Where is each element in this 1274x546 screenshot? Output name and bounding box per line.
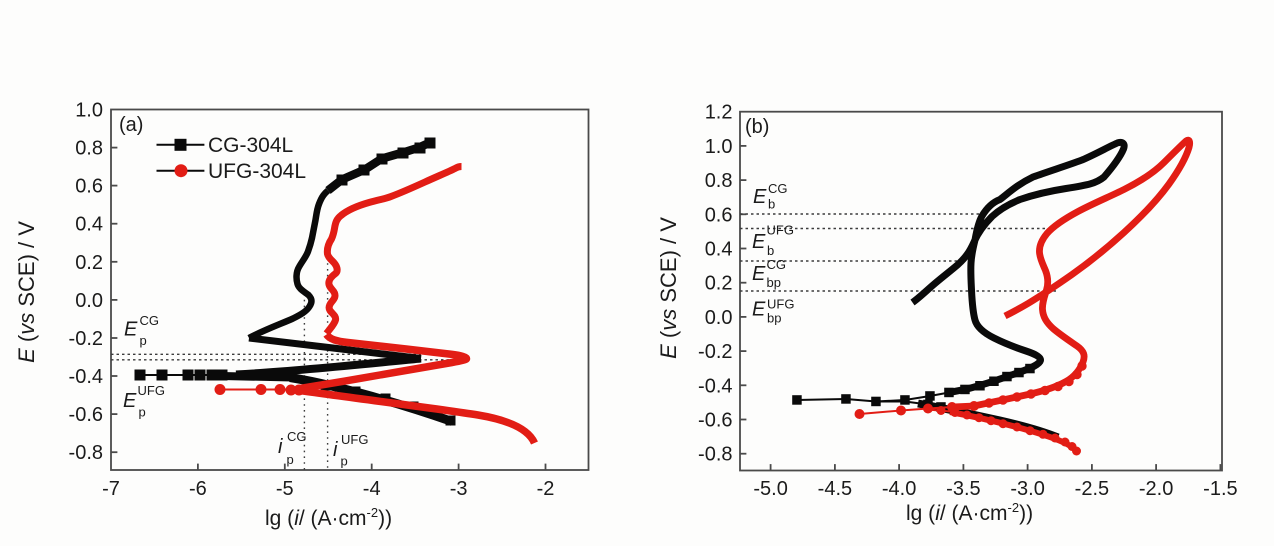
svg-text:p: p bbox=[139, 405, 146, 420]
svg-text:b: b bbox=[767, 243, 774, 258]
svg-text:-2.5: -2.5 bbox=[1075, 478, 1109, 500]
svg-text:0.0: 0.0 bbox=[75, 290, 103, 312]
svg-text:-3.5: -3.5 bbox=[946, 478, 980, 500]
svg-text:E: E bbox=[752, 263, 766, 285]
svg-text:E: E bbox=[752, 231, 766, 253]
svg-text:CG-304L: CG-304L bbox=[208, 134, 293, 157]
svg-text:E: E bbox=[753, 186, 767, 208]
svg-text:1.0: 1.0 bbox=[705, 136, 733, 158]
svg-text:-7: -7 bbox=[102, 478, 120, 500]
svg-text:lg (i/ (A·cm-2)): lg (i/ (A·cm-2)) bbox=[265, 505, 392, 530]
svg-text:i: i bbox=[278, 436, 283, 458]
svg-text:0.6: 0.6 bbox=[75, 176, 103, 198]
svg-text:p: p bbox=[287, 452, 294, 467]
svg-text:-5.0: -5.0 bbox=[753, 478, 787, 500]
svg-text:-4.5: -4.5 bbox=[818, 478, 852, 500]
svg-text:(a): (a) bbox=[119, 114, 143, 136]
svg-text:-1.5: -1.5 bbox=[1203, 478, 1237, 500]
svg-text:0.2: 0.2 bbox=[705, 273, 733, 295]
svg-text:-2.0: -2.0 bbox=[1139, 478, 1173, 500]
svg-text:-3.0: -3.0 bbox=[1010, 478, 1044, 500]
svg-text:UFG: UFG bbox=[138, 383, 165, 398]
svg-text:-0.6: -0.6 bbox=[69, 404, 103, 426]
svg-text:-0.4: -0.4 bbox=[69, 366, 103, 388]
svg-text:-6: -6 bbox=[189, 478, 207, 500]
svg-text:lg (i/ (A·cm-2)): lg (i/ (A·cm-2)) bbox=[906, 500, 1033, 525]
svg-text:0.8: 0.8 bbox=[705, 170, 733, 192]
svg-text:0.4: 0.4 bbox=[75, 214, 103, 236]
svg-text:-2: -2 bbox=[537, 478, 555, 500]
svg-text:CG: CG bbox=[140, 313, 160, 328]
svg-text:-0.6: -0.6 bbox=[698, 410, 732, 432]
svg-text:E: E bbox=[124, 319, 138, 341]
svg-text:0.6: 0.6 bbox=[705, 204, 733, 226]
svg-text:E (vs SCE) / V: E (vs SCE) / V bbox=[656, 217, 681, 359]
svg-text:-0.2: -0.2 bbox=[69, 328, 103, 350]
svg-text:p: p bbox=[341, 454, 348, 469]
svg-text:bp: bp bbox=[767, 311, 781, 326]
svg-text:-4: -4 bbox=[363, 478, 381, 500]
svg-text:0.0: 0.0 bbox=[705, 307, 733, 329]
svg-text:1.0: 1.0 bbox=[75, 100, 103, 122]
svg-text:i: i bbox=[333, 439, 338, 461]
svg-text:(b): (b) bbox=[745, 116, 769, 138]
svg-text:UFG: UFG bbox=[341, 432, 368, 447]
svg-text:CG: CG bbox=[287, 429, 307, 444]
svg-text:b: b bbox=[768, 197, 775, 212]
svg-text:-0.8: -0.8 bbox=[698, 444, 732, 466]
svg-text:0.8: 0.8 bbox=[75, 138, 103, 160]
svg-text:-0.2: -0.2 bbox=[698, 341, 732, 363]
svg-text:p: p bbox=[140, 333, 147, 348]
svg-text:1.2: 1.2 bbox=[705, 102, 733, 124]
svg-text:-4.0: -4.0 bbox=[882, 478, 916, 500]
svg-text:E: E bbox=[123, 390, 137, 412]
svg-text:CG: CG bbox=[767, 257, 787, 272]
svg-text:UFG-304L: UFG-304L bbox=[208, 160, 306, 183]
svg-text:CG: CG bbox=[768, 181, 788, 196]
svg-text:E: E bbox=[752, 299, 766, 321]
svg-text:bp: bp bbox=[767, 275, 781, 290]
svg-text:E (vs SCE) / V: E (vs SCE) / V bbox=[14, 221, 39, 363]
svg-text:0.2: 0.2 bbox=[75, 252, 103, 274]
svg-text:-3: -3 bbox=[450, 478, 468, 500]
svg-text:0.4: 0.4 bbox=[705, 239, 733, 261]
svg-text:-0.4: -0.4 bbox=[698, 375, 732, 397]
svg-text:-0.8: -0.8 bbox=[69, 442, 103, 464]
svg-text:UFG: UFG bbox=[767, 223, 794, 238]
svg-text:UFG: UFG bbox=[767, 297, 794, 312]
svg-text:-5: -5 bbox=[276, 478, 294, 500]
